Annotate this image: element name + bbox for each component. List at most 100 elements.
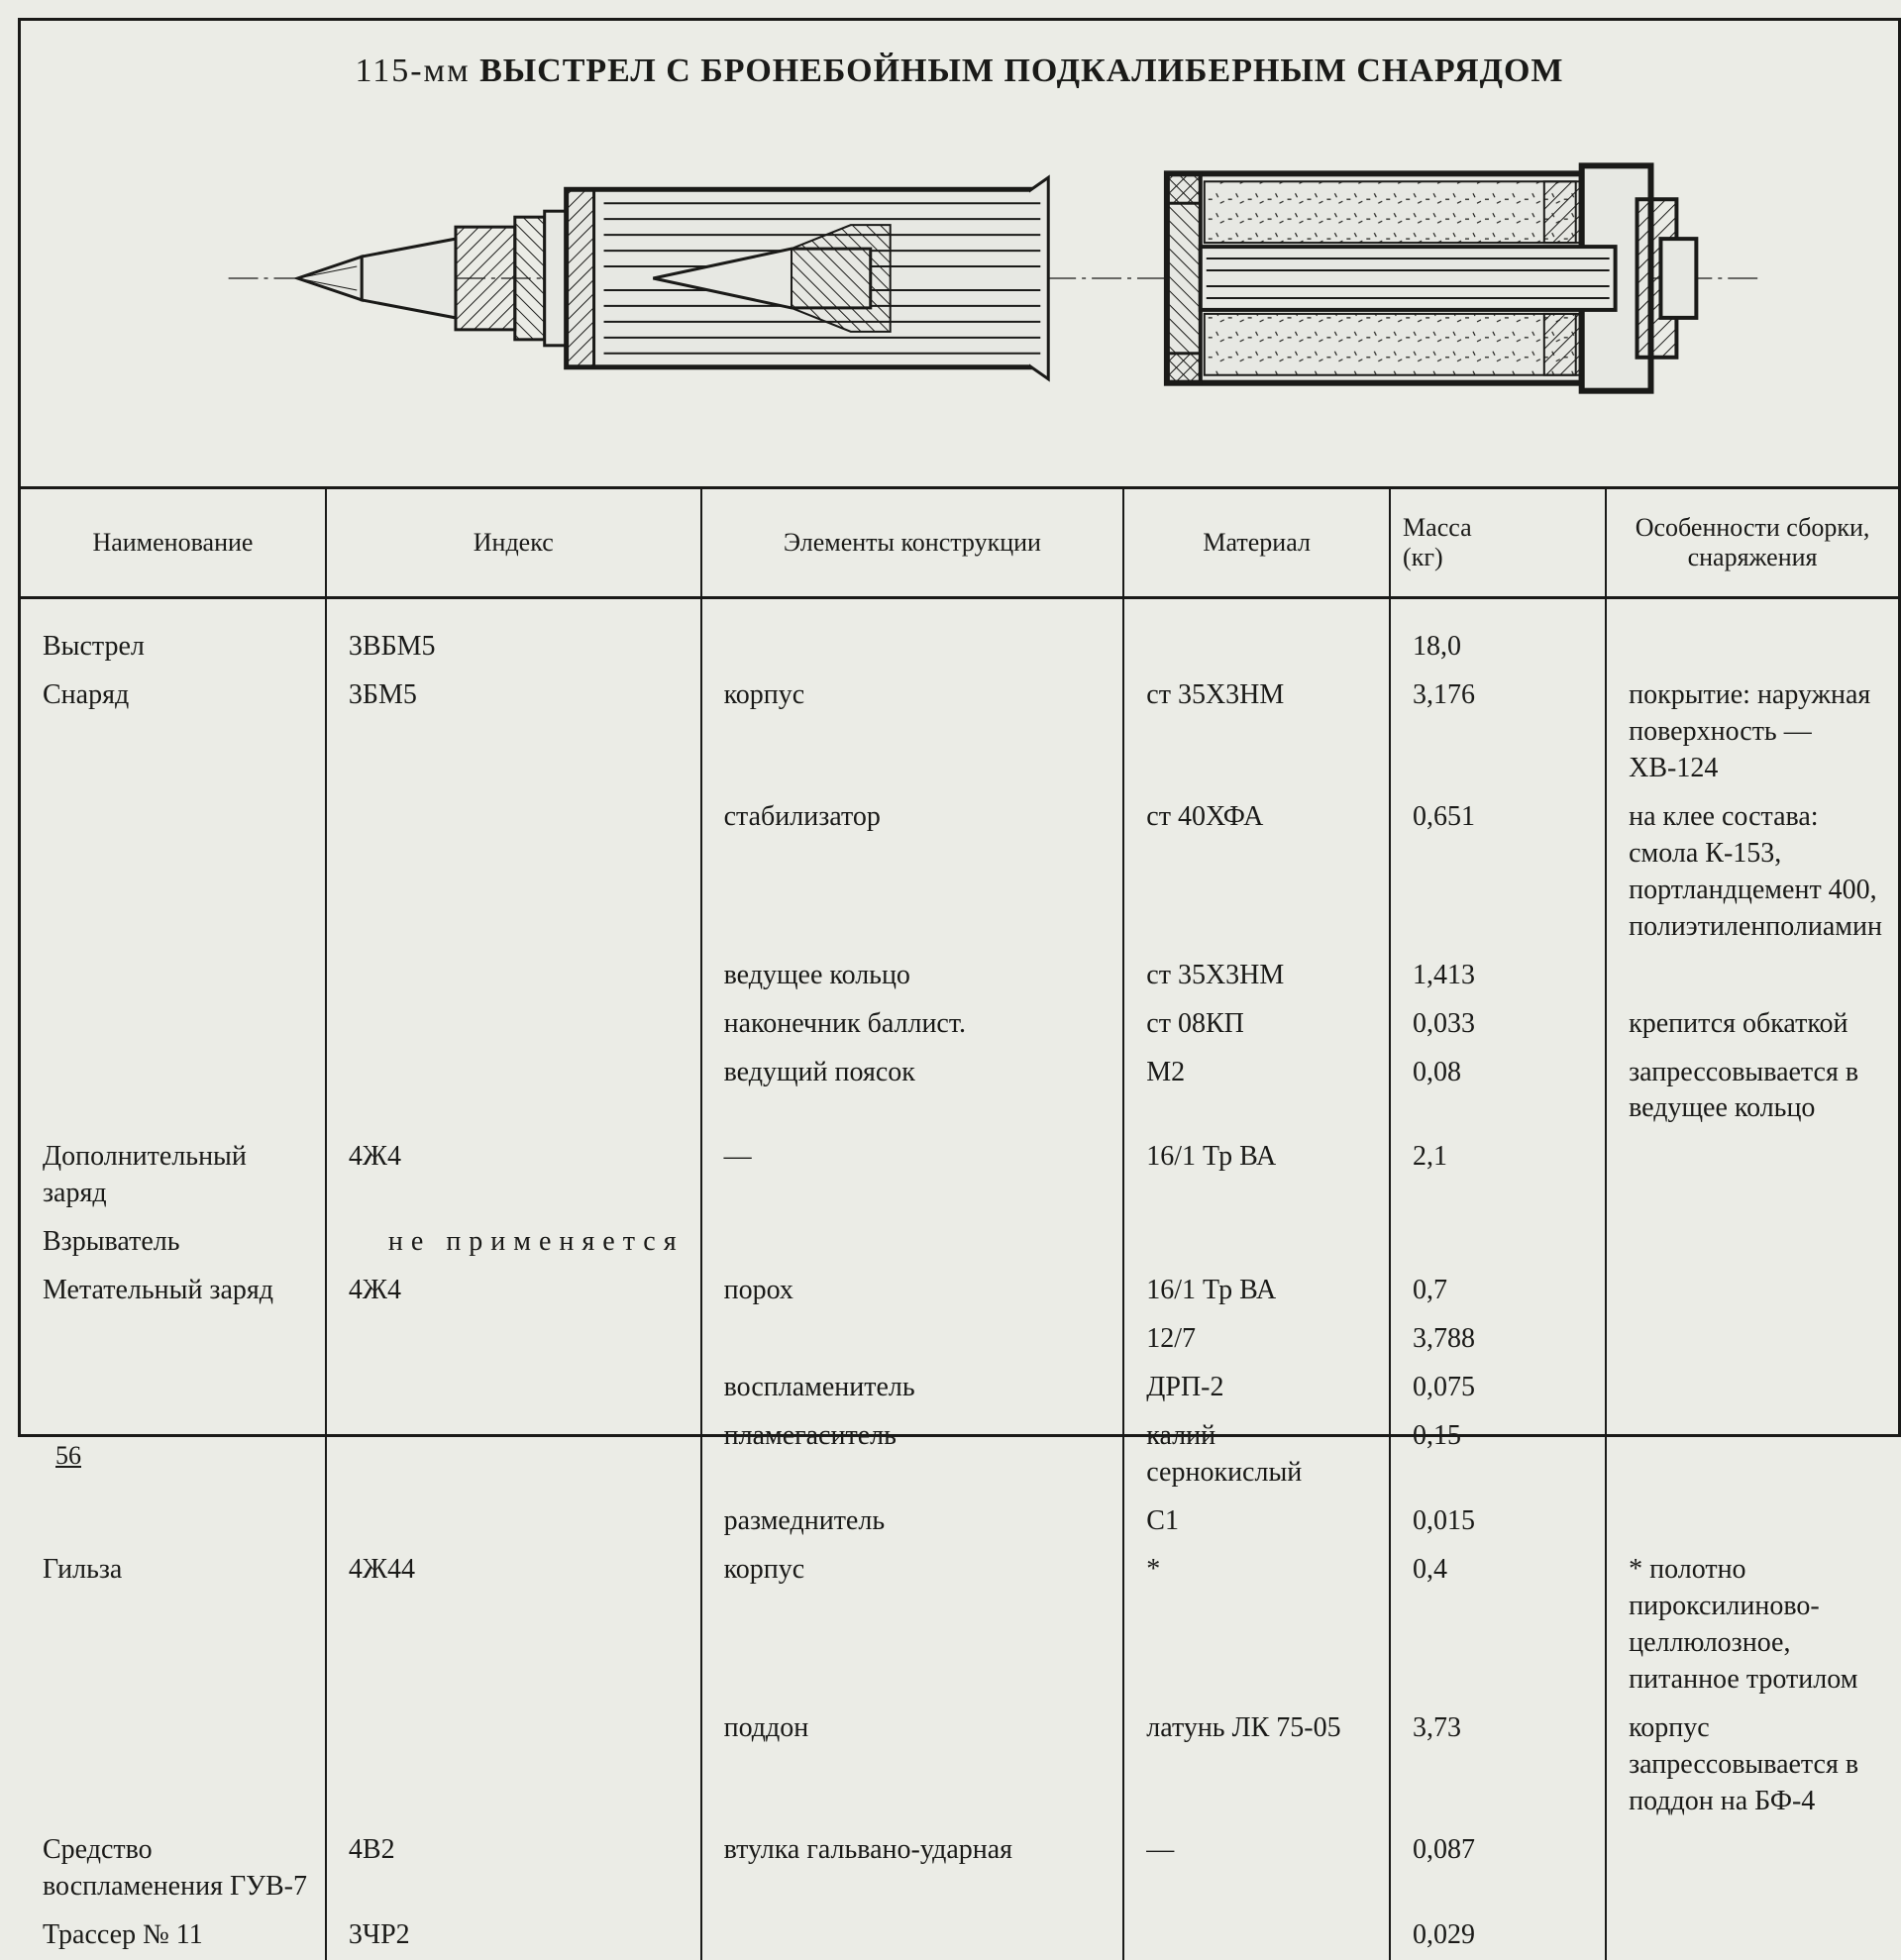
cell-element: наконечник баллист. [701,1000,1124,1049]
cell-material: латунь ЛК 75-05 [1123,1704,1390,1826]
cell-material: * [1123,1546,1390,1704]
th-notes: Особенности сборки, снаряжения [1606,489,1898,598]
cell-note [1606,1267,1898,1315]
cell-name: Дополнительный заряд [21,1133,326,1218]
title-caliber: 115-мм [356,52,471,89]
cell-material: ст 40ХФА [1123,793,1390,952]
cell-material: — [1123,1826,1390,1911]
th-mass: Масса (кг) [1390,489,1606,598]
spec-table: Наименование Индекс Элементы конструкции… [21,489,1898,1960]
table-row: Дополнительный заряд4Ж4—16/1 Тр ВА2,1 [21,1133,1898,1218]
table-row: Гильза4Ж44корпус*0,4* полотно пироксилин… [21,1546,1898,1704]
table-row: стабилизаторст 40ХФА0,651на клее состава… [21,793,1898,952]
cell-mass [1390,1218,1606,1267]
cell-note [1606,1315,1898,1364]
cell-material [1123,598,1390,671]
cell-element [701,1315,1124,1364]
cell-note: запрессовывается в ведущее кольцо [1606,1049,1898,1134]
cell-index [326,1704,701,1826]
table-row: пламегасителькалий сернокислый0,15 [21,1412,1898,1497]
cell-mass: 0,7 [1390,1267,1606,1315]
table-row: Выстрел3ВБМ518,0 [21,598,1898,671]
cell-element [701,598,1124,671]
cell-note [1606,1364,1898,1412]
cell-element: поддон [701,1704,1124,1826]
cell-mass: 0,015 [1390,1497,1606,1546]
table-row: воспламенительДРП-20,075 [21,1364,1898,1412]
cell-mass: 0,029 [1390,1911,1606,1960]
cell-note [1606,1826,1898,1911]
cell-index: 3ЧР2 [326,1911,701,1960]
frame: 115-мм ВЫСТРЕЛ С БРОНЕБОЙНЫМ ПОДКАЛИБЕРН… [18,18,1901,1437]
th-elements: Элементы конструкции [701,489,1124,598]
cross-section-diagram [100,120,1819,437]
cell-element: воспламенитель [701,1364,1124,1412]
cell-note [1606,1911,1898,1960]
cell-material: ст 35Х3НМ [1123,952,1390,1000]
cell-name: Гильза [21,1546,326,1704]
th-name: Наименование [21,489,326,598]
spec-table-wrap: Наименование Индекс Элементы конструкции… [21,486,1898,1434]
cell-name: Метательный заряд [21,1267,326,1315]
cell-material: калий сернокислый [1123,1412,1390,1497]
cell-index: 4Ж4 [326,1133,701,1218]
cell-index: 3ВБМ5 [326,598,701,671]
cell-index [326,1000,701,1049]
cell-material: ДРП-2 [1123,1364,1390,1412]
cell-mass: 2,1 [1390,1133,1606,1218]
cell-mass: 0,075 [1390,1364,1606,1412]
cell-element: ведущее кольцо [701,952,1124,1000]
cell-mass: 0,08 [1390,1049,1606,1134]
cell-name: Снаряд [21,671,326,793]
cell-mass: 0,033 [1390,1000,1606,1049]
cell-material: 16/1 Тр ВА [1123,1133,1390,1218]
cell-mass: 18,0 [1390,598,1606,671]
cell-index [326,952,701,1000]
cell-material [1123,1911,1390,1960]
cell-element: корпус [701,671,1124,793]
title-main: ВЫСТРЕЛ С БРОНЕБОЙНЫМ ПОДКАЛИБЕРНЫМ СНАР… [479,52,1563,89]
cell-material [1123,1218,1390,1267]
cell-index [326,1049,701,1134]
th-index: Индекс [326,489,701,598]
cell-name [21,1315,326,1364]
cell-index: 4Ж44 [326,1546,701,1704]
cell-index [326,1497,701,1546]
cell-note [1606,598,1898,671]
cell-note: крепится обкаткой [1606,1000,1898,1049]
cell-material: 12/7 [1123,1315,1390,1364]
table-row: поддонлатунь ЛК 75-053,73корпус запрессо… [21,1704,1898,1826]
cell-mass: 0,15 [1390,1412,1606,1497]
cell-material: М2 [1123,1049,1390,1134]
table-row: Снаряд3БМ5корпусст 35Х3НМ3,176покрытие: … [21,671,1898,793]
cell-note: покрытие: наружная поверхность — ХВ-124 [1606,671,1898,793]
table-body: Выстрел3ВБМ518,0Снаряд3БМ5корпусст 35Х3Н… [21,598,1898,1960]
cell-element: ведущий поясок [701,1049,1124,1134]
table-row: Средство воспламенения ГУВ-74В2втулка га… [21,1826,1898,1911]
cell-note [1606,1218,1898,1267]
cell-name: Трассер № 11 [21,1911,326,1960]
table-row: наконечник баллист.ст 08КП0,033крепится … [21,1000,1898,1049]
table-row: ведущий поясокМ20,08запрессовывается в в… [21,1049,1898,1134]
cell-mass: 3,788 [1390,1315,1606,1364]
cell-name [21,1364,326,1412]
page: 115-мм ВЫСТРЕЛ С БРОНЕБОЙНЫМ ПОДКАЛИБЕРН… [0,0,1901,1477]
cell-note: корпус запрессовывается в поддон на БФ-4 [1606,1704,1898,1826]
cell-index: не применяется [326,1218,701,1267]
cell-name [21,1049,326,1134]
cell-element: порох [701,1267,1124,1315]
cell-index [326,1412,701,1497]
table-row: ведущее кольцост 35Х3НМ1,413 [21,952,1898,1000]
cell-index: 4Ж4 [326,1267,701,1315]
cell-index [326,793,701,952]
table-header-row: Наименование Индекс Элементы конструкции… [21,489,1898,598]
table-row: Взрывательне применяется [21,1218,1898,1267]
cell-element: пламегаситель [701,1412,1124,1497]
th-material: Материал [1123,489,1390,598]
table-row: размеднительС10,015 [21,1497,1898,1546]
cell-mass: 3,73 [1390,1704,1606,1826]
cell-index: 3БМ5 [326,671,701,793]
cell-element [701,1911,1124,1960]
cell-material: С1 [1123,1497,1390,1546]
cell-note [1606,1412,1898,1497]
